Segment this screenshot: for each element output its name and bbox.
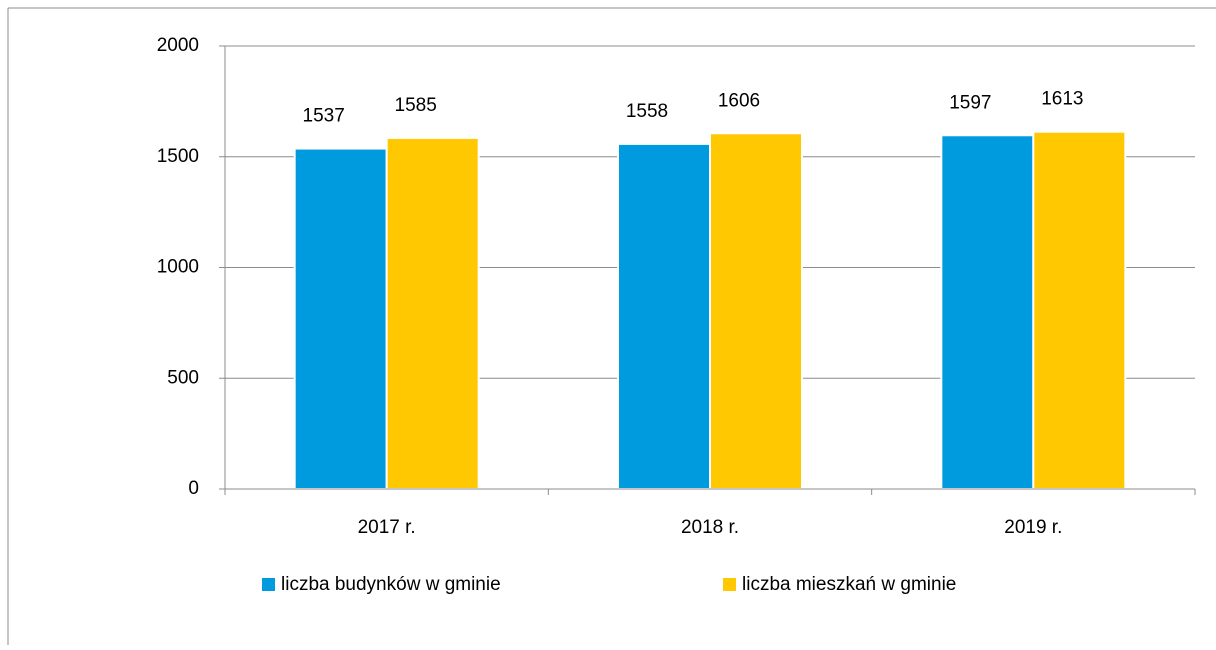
legend-swatch xyxy=(723,578,736,591)
legend-swatch xyxy=(262,578,275,591)
data-label: 1537 xyxy=(303,106,345,127)
y-tick-label: 2000 xyxy=(157,35,199,56)
y-tick-label: 0 xyxy=(188,478,199,499)
data-label: 1585 xyxy=(395,95,437,116)
bar xyxy=(709,132,803,490)
y-tick-label: 500 xyxy=(167,367,199,388)
bar xyxy=(940,134,1035,490)
data-label: 1606 xyxy=(718,90,760,111)
data-label: 1558 xyxy=(626,101,668,122)
y-tick-label: 1000 xyxy=(157,257,199,278)
x-tick-label: 2019 r. xyxy=(1004,517,1062,538)
bar xyxy=(1032,130,1127,491)
legend-label: liczba mieszkań w gminie xyxy=(742,574,956,595)
bar xyxy=(293,147,388,490)
x-tick-label: 2017 r. xyxy=(358,517,416,538)
bar xyxy=(385,136,480,491)
bar xyxy=(617,142,711,490)
data-label: 1613 xyxy=(1041,89,1083,110)
y-tick-label: 1500 xyxy=(157,146,199,167)
x-tick-label: 2018 r. xyxy=(681,517,739,538)
legend-label: liczba budynków w gminie xyxy=(281,574,501,595)
data-label: 1597 xyxy=(949,92,991,113)
